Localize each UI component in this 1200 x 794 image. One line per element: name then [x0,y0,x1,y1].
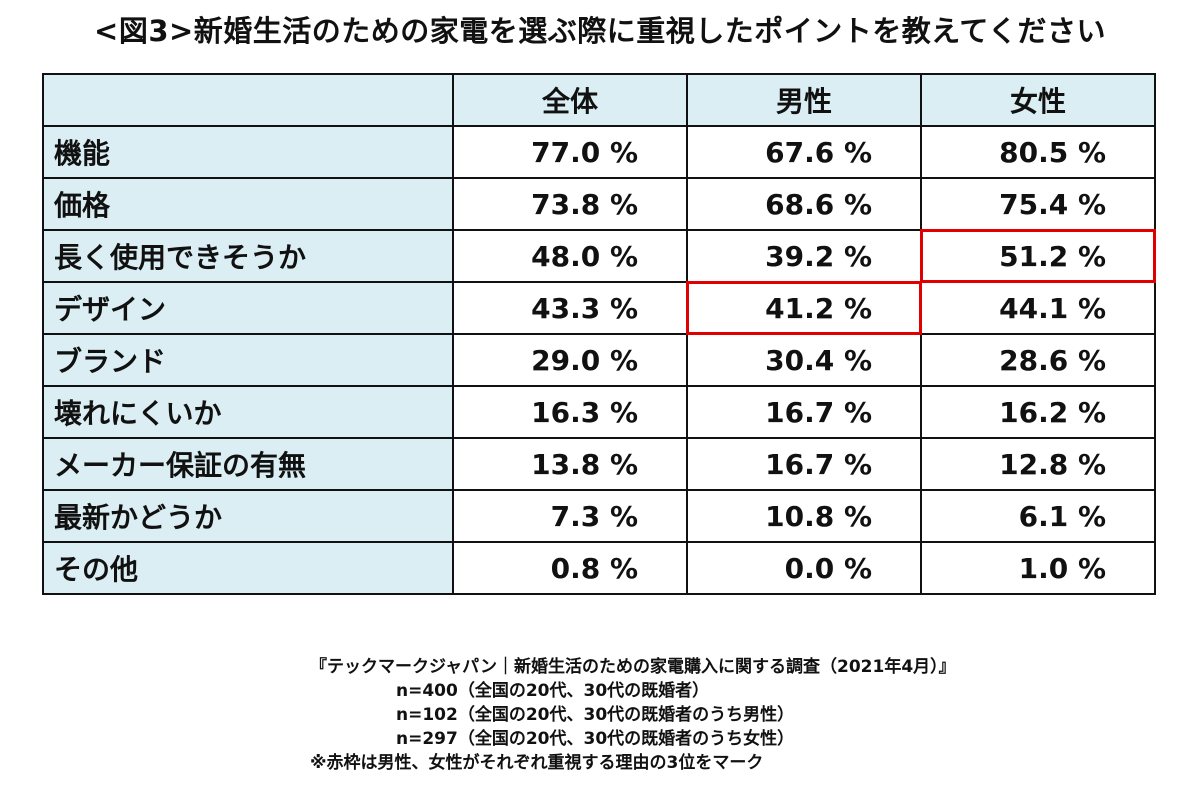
row-label: 壊れにくいか [42,385,454,439]
cell-value: 41.2 % [765,291,872,325]
cell-value: 6.1 % [1018,499,1106,533]
cell-value: 43.3 % [531,291,638,325]
cell-value: 51.2 % [999,239,1106,273]
table-row: ブランド 29.0 % 30.4 % 28.6 % [42,333,1156,387]
row-label: 最新かどうか [42,489,454,543]
cell-male: 10.8 % [686,489,922,543]
cell-male: 39.2 % [686,229,922,283]
cell-value: 7.3 % [550,499,638,533]
cell-value: 29.0 % [531,343,638,377]
row-label: ブランド [42,333,454,387]
sample-female: n=297（全国の20代、30代の既婚者のうち女性） [396,729,795,749]
cell-value: 0.8 % [550,551,638,585]
cell-female: 6.1 % [920,489,1156,543]
cell-male: 41.2 % [686,281,922,335]
cell-female: 12.8 % [920,437,1156,491]
table-row: デザイン 43.3 % 41.2 % 44.1 % [42,281,1156,335]
cell-female: 1.0 % [920,541,1156,595]
table-row: 機能 77.0 % 67.6 % 80.5 % [42,125,1156,179]
cell-value: 0.0 % [784,551,872,585]
cell-value: 80.5 % [999,135,1106,169]
cell-female: 75.4 % [920,177,1156,231]
cell-male: 16.7 % [686,437,922,491]
table-row: その他 0.8 % 0.0 % 1.0 % [42,541,1156,595]
cell-total: 13.8 % [452,437,688,491]
table-body: 機能 77.0 % 67.6 % 80.5 % 価格 73.8 % 68.6 % 75.4 %… [42,125,1156,595]
cell-male: 67.6 % [686,125,922,179]
cell-female: 16.2 % [920,385,1156,439]
cell-value: 75.4 % [999,187,1106,221]
table-row: 壊れにくいか 16.3 % 16.7 % 16.2 % [42,385,1156,439]
cell-male: 68.6 % [686,177,922,231]
source-notes: 『テックマークジャパン｜新婚生活のための家電購入に関する調査（2021年4月）』… [310,655,956,775]
cell-value: 12.8 % [999,447,1106,481]
table-header-row: 全体 男性 女性 [42,73,1156,127]
cell-female: 28.6 % [920,333,1156,387]
cell-female: 51.2 % [920,229,1156,283]
cell-value: 10.8 % [765,499,872,533]
cell-male: 16.7 % [686,385,922,439]
cell-total: 77.0 % [452,125,688,179]
cell-female: 80.5 % [920,125,1156,179]
cell-value: 67.6 % [765,135,872,169]
header-male: 男性 [686,73,922,127]
cell-value: 28.6 % [999,343,1106,377]
highlight-note: ※赤枠は男性、女性がそれぞれ重視する理由の3位をマーク [310,753,764,773]
cell-total: 0.8 % [452,541,688,595]
row-label: 価格 [42,177,454,231]
cell-value: 77.0 % [531,135,638,169]
header-corner [42,73,454,127]
header-total: 全体 [452,73,688,127]
cell-female: 44.1 % [920,281,1156,335]
cell-value: 16.3 % [531,395,638,429]
cell-value: 30.4 % [765,343,872,377]
cell-total: 29.0 % [452,333,688,387]
row-label: 機能 [42,125,454,179]
sample-male: n=102（全国の20代、30代の既婚者のうち男性） [396,705,795,725]
header-female: 女性 [920,73,1156,127]
cell-value: 48.0 % [531,239,638,273]
table-row: メーカー保証の有無 13.8 % 16.7 % 12.8 % [42,437,1156,491]
cell-value: 1.0 % [1018,551,1106,585]
row-label: その他 [42,541,454,595]
cell-total: 73.8 % [452,177,688,231]
cell-male: 30.4 % [686,333,922,387]
results-table-container: 全体 男性 女性 機能 77.0 % 67.6 % 80.5 % 価格 73.8 % 68.… [42,73,1156,595]
row-label: デザイン [42,281,454,335]
cell-value: 16.7 % [765,395,872,429]
row-label: 長く使用できそうか [42,229,454,283]
table-row: 価格 73.8 % 68.6 % 75.4 % [42,177,1156,231]
cell-male: 0.0 % [686,541,922,595]
cell-value: 13.8 % [531,447,638,481]
chart-title: <図3>新婚生活のための家電を選ぶ際に重視したポイントを教えてください [94,14,1106,48]
cell-value: 16.7 % [765,447,872,481]
sample-total: n=400（全国の20代、30代の既婚者） [396,681,710,701]
cell-value: 39.2 % [765,239,872,273]
cell-total: 48.0 % [452,229,688,283]
cell-value: 16.2 % [999,395,1106,429]
cell-value: 44.1 % [999,291,1106,325]
table-row: 最新かどうか 7.3 % 10.8 % 6.1 % [42,489,1156,543]
source-citation: 『テックマークジャパン｜新婚生活のための家電購入に関する調査（2021年4月）』 [310,657,956,677]
cell-total: 43.3 % [452,281,688,335]
row-label: メーカー保証の有無 [42,437,454,491]
results-table: 全体 男性 女性 機能 77.0 % 67.6 % 80.5 % 価格 73.8 % 68.… [42,73,1156,595]
cell-value: 73.8 % [531,187,638,221]
table-row: 長く使用できそうか 48.0 % 39.2 % 51.2 % [42,229,1156,283]
cell-total: 16.3 % [452,385,688,439]
cell-value: 68.6 % [765,187,872,221]
cell-total: 7.3 % [452,489,688,543]
